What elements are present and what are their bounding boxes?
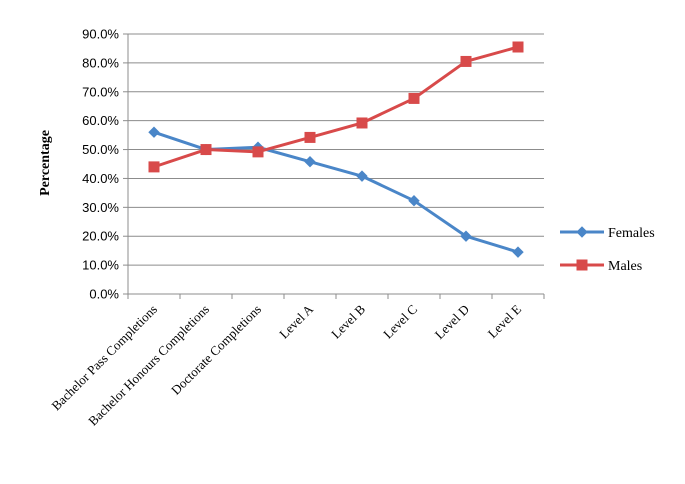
x-tick-label: Level E	[485, 301, 524, 340]
y-tick-label: 0.0%	[89, 287, 119, 302]
x-tick-label: Level A	[276, 301, 316, 341]
data-point	[408, 92, 420, 104]
data-point	[148, 126, 160, 138]
data-point	[200, 144, 212, 156]
legend-swatch-marker	[576, 226, 588, 238]
legend-label: Females	[608, 226, 655, 241]
data-point	[356, 117, 368, 129]
axes	[127, 34, 545, 299]
data-point	[512, 41, 524, 53]
data-point	[460, 55, 472, 67]
y-tick-label: 70.0%	[82, 84, 119, 99]
data-point	[460, 230, 472, 242]
y-tick-label: 10.0%	[82, 258, 119, 273]
legend-label: Males	[608, 259, 642, 274]
y-tick-label: 20.0%	[82, 229, 119, 244]
data-point	[148, 161, 160, 173]
gridlines	[123, 33, 544, 295]
series-line	[153, 45, 519, 169]
x-tick-label: Level B	[328, 301, 368, 341]
y-tick-label: 90.0%	[82, 27, 119, 42]
legend-item: Males	[560, 259, 642, 274]
data-point	[304, 131, 316, 143]
y-tick-label: 60.0%	[82, 113, 119, 128]
legend-swatch-marker	[576, 259, 588, 271]
y-axis-title: Percentage	[38, 130, 53, 196]
data-point	[304, 155, 316, 168]
series-lines	[148, 41, 524, 258]
x-tick-label: Level C	[380, 302, 420, 342]
data-point	[252, 146, 264, 158]
data-point	[408, 194, 420, 207]
y-tick-label: 50.0%	[82, 142, 119, 157]
y-tick-label: 40.0%	[82, 171, 119, 186]
series-males	[148, 41, 524, 173]
data-point	[356, 170, 368, 182]
y-tick-label: 80.0%	[82, 55, 119, 70]
data-point	[512, 246, 524, 258]
x-tick-label: Doctorate Completions	[168, 302, 264, 398]
x-tick-label: Bachelor Pass Completions	[48, 302, 160, 414]
legend-item: Females	[560, 226, 655, 241]
y-tick-labels: 0.0% 10.0% 20.0% 30.0% 40.0% 50.0% 60.0% 70.0% 8…	[82, 27, 119, 302]
x-tick-label: Level D	[432, 302, 472, 342]
legend: Females Males	[560, 226, 655, 274]
y-tick-label: 30.0%	[82, 200, 119, 215]
